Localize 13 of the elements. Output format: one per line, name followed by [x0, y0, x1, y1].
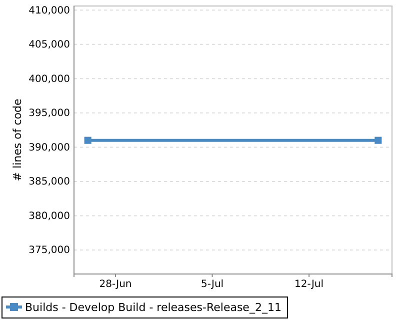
- y-tick-label: 410,000: [28, 5, 70, 16]
- x-tick-label: 28-Jun: [99, 279, 132, 290]
- x-tick-label: 12-Jul: [294, 279, 324, 290]
- y-axis-title: # lines of code: [11, 98, 24, 182]
- y-tick-label: 375,000: [28, 245, 70, 256]
- y-tick-label: 395,000: [28, 108, 70, 120]
- y-tick-label: 405,000: [28, 40, 70, 51]
- y-tick-label: 400,000: [28, 74, 70, 85]
- y-tick-label: 385,000: [28, 176, 70, 188]
- y-tick-label: 380,000: [28, 210, 70, 222]
- y-tick-label: 390,000: [28, 142, 70, 154]
- x-tick-label: 5-Jul: [200, 279, 224, 290]
- legend-label: Builds - Develop Build - releases-Release_2_11: [25, 301, 282, 314]
